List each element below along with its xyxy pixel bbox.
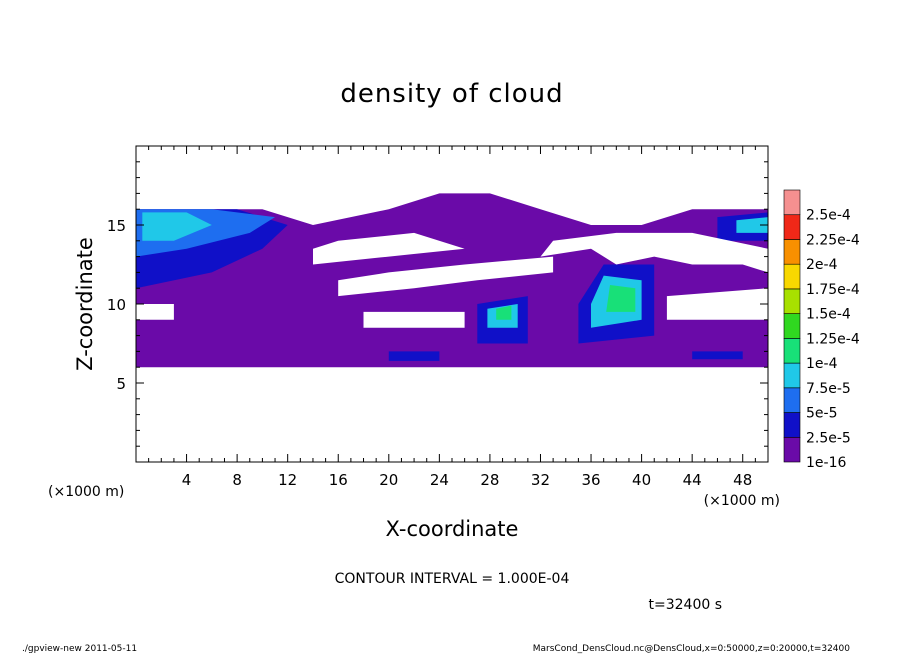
y-axis-label: Z-coordinate [73, 237, 97, 371]
colorbar-label: 5e-5 [806, 406, 837, 422]
colorbar-label: 2.25e-4 [806, 232, 860, 248]
x-axis-label: X-coordinate [386, 517, 519, 541]
contour-region-6 [496, 305, 512, 320]
colorbar-swatch [783, 214, 801, 240]
x-tick-label: 44 [683, 471, 702, 489]
footer-left: ./gpview-new 2011-05-11 [22, 644, 137, 654]
contour-region-12 [388, 351, 440, 361]
colorbar-swatch [783, 239, 801, 265]
clear-sky-gaps [136, 232, 768, 328]
colorbar-swatch [783, 263, 801, 290]
x-tick-label: 32 [531, 471, 550, 489]
contour-region-9 [606, 285, 636, 312]
x-tick-label: 40 [632, 471, 651, 489]
gap-region-4 [666, 288, 768, 320]
gap-region-1 [540, 232, 768, 273]
x-tick-label: 48 [733, 471, 752, 489]
gap-region-3 [363, 311, 465, 328]
colorbar-label: 2.5e-4 [806, 208, 851, 224]
x-tick-label: 20 [379, 471, 398, 489]
contour-region-13 [692, 351, 743, 360]
colorbar-swatch [783, 338, 801, 364]
y-tick-label: 5 [116, 375, 126, 393]
colorbar-swatch [783, 313, 801, 339]
x-axis-unit-left: (×1000 m) [48, 484, 124, 500]
gap-region-2 [338, 256, 554, 297]
x-axis-unit-right: (×1000 m) [704, 493, 780, 509]
colorbar-label: 1e-16 [806, 455, 846, 471]
colorbar-label: 1.25e-4 [806, 331, 860, 347]
colorbar-label: 1e-4 [806, 356, 838, 372]
contour-interval-text: CONTOUR INTERVAL = 1.000E-04 [335, 571, 570, 587]
x-tick-label: 8 [232, 471, 242, 489]
contour-region-11 [736, 217, 768, 233]
x-ticks: 4 8 12 16 20 24 28 32 36 40 44 48 [148, 146, 756, 489]
y-ticks: 5 10 15 [107, 161, 768, 447]
colorbar-label: 1.75e-4 [806, 282, 860, 298]
colorbar-label: 2.5e-5 [806, 430, 851, 446]
gap-region-5 [136, 304, 174, 320]
colorbar-label: 2e-4 [806, 257, 838, 273]
x-tick-label: 28 [480, 471, 499, 489]
time-stamp-text: t=32400 s [649, 597, 723, 613]
colorbar-swatch [783, 189, 801, 216]
x-tick-label: 4 [182, 471, 192, 489]
colorbar-swatch [783, 288, 801, 314]
x-tick-label: 12 [278, 471, 297, 489]
x-tick-label: 24 [430, 471, 449, 489]
gap-region-0 [313, 232, 465, 265]
colorbar-swatch [783, 387, 801, 413]
colorbar: 1e-16 2.5e-5 5e-5 7.5e-5 1e-4 1.25e-4 1.5e-4 1.… [783, 189, 860, 471]
x-tick-label: 36 [581, 471, 600, 489]
colorbar-label: 7.5e-5 [806, 381, 851, 397]
contour-region-3 [142, 212, 212, 241]
colorbar-label: 1.5e-4 [806, 307, 851, 323]
colorbar-swatch [783, 412, 801, 438]
y-tick-label: 15 [107, 217, 126, 235]
colorbar-swatch [783, 362, 801, 389]
chart-title: density of cloud [340, 79, 563, 109]
footer-right: MarsCond_DensCloud.nc@DensCloud,x=0:5000… [533, 644, 850, 654]
x-tick-label: 16 [329, 471, 348, 489]
y-tick-label: 10 [107, 296, 126, 314]
colorbar-swatch [783, 436, 801, 463]
